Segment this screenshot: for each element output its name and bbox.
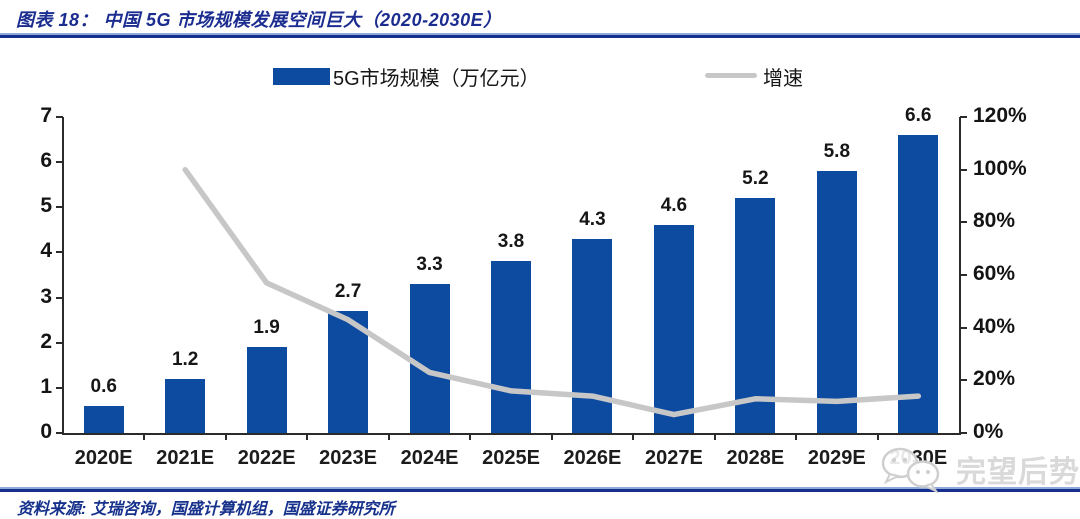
right-axis-tick [960, 274, 967, 276]
right-axis-tick [960, 221, 967, 224]
x-axis-label-2022E: 2022E [237, 447, 296, 469]
x-axis-tick [306, 435, 309, 440]
left-axis-line [62, 117, 64, 434]
bar-value-label: 5.8 [823, 141, 851, 163]
x-axis-label-2020E: 2020E [74, 447, 133, 469]
x-axis-tick [632, 435, 635, 440]
x-axis-tick [224, 435, 227, 440]
bar-2025E [491, 261, 531, 433]
right-axis-tick [960, 168, 967, 171]
bar-value-label: 3.8 [497, 231, 525, 253]
right-axis-tick-label: 100% [973, 156, 1027, 180]
x-axis-tick [143, 435, 146, 440]
x-axis-label-2026E: 2026E [563, 447, 622, 469]
bar-2022E [246, 347, 287, 433]
x-axis-label-2027E: 2027E [644, 447, 703, 469]
bar-value-label: 0.6 [90, 375, 117, 397]
left-axis-tick [56, 386, 63, 389]
figure-title: 图表 18： 中国 5G 市场规模发展空间巨大（2020-2030E） [16, 10, 502, 30]
left-axis-tick-label: 0 [40, 420, 52, 443]
left-axis-tick [56, 161, 63, 164]
left-axis-tick-label: 5 [40, 194, 52, 218]
right-axis-tick-label: 0% [973, 420, 1004, 443]
right-axis-tick [960, 432, 967, 434]
x-axis-label-2028E: 2028E [726, 447, 785, 469]
left-axis-tick [56, 116, 63, 118]
bar-value-label: 4.3 [579, 208, 606, 230]
x-axis-tick [795, 435, 798, 440]
title-divider [0, 33, 1080, 38]
left-axis-tick-label: 6 [40, 149, 52, 173]
wechat-icon [881, 447, 940, 494]
x-axis-tick [469, 435, 472, 440]
x-axis-label-2025E: 2025E [482, 447, 540, 469]
legend-bar-swatch [273, 68, 330, 85]
right-axis-tick [960, 326, 967, 329]
bar-2020E [83, 405, 124, 433]
left-axis-tick [56, 432, 63, 434]
x-axis-label-2023E: 2023E [319, 447, 377, 469]
x-axis-label-2021E: 2021E [156, 447, 215, 469]
left-axis-tick [56, 341, 63, 344]
bar-2021E [165, 378, 206, 433]
left-axis-tick-label: 4 [40, 239, 52, 263]
left-axis-tick-label: 2 [40, 329, 52, 353]
x-axis-label-2024E: 2024E [400, 447, 459, 469]
x-axis-tick [713, 435, 716, 440]
bar-2030E [898, 135, 939, 433]
left-axis-tick [56, 251, 63, 254]
bar-2024E [409, 284, 450, 433]
bar-value-label: 5.2 [742, 168, 769, 190]
left-axis-tick [56, 206, 63, 209]
right-axis-tick-label: 120% [973, 104, 1027, 127]
bar-value-label: 2.7 [334, 281, 362, 303]
x-axis-line [62, 433, 961, 435]
footer-divider [0, 487, 1080, 492]
right-axis-tick-label: 20% [973, 367, 1016, 391]
right-axis-tick-label: 80% [973, 209, 1016, 233]
bar-value-label: 1.9 [253, 317, 280, 339]
bar-value-label: 1.2 [171, 348, 199, 370]
left-axis-tick-label: 7 [40, 104, 52, 127]
left-axis-tick-label: 1 [40, 374, 52, 398]
right-axis-tick-label: 40% [973, 314, 1016, 338]
legend-line-swatch [705, 73, 757, 78]
bar-2027E [653, 225, 694, 433]
legend-bar-label: 5G市场规模（万亿元） [333, 68, 540, 90]
bar-value-label: 4.6 [660, 195, 688, 217]
watermark: 完望后势 [876, 444, 1080, 494]
right-axis-tick [960, 116, 967, 118]
x-axis-tick [876, 435, 879, 440]
left-axis-tick-label: 3 [40, 284, 52, 308]
right-axis-tick [960, 379, 967, 382]
x-axis-label-2029E: 2029E [807, 447, 866, 469]
legend-line-label: 增速 [763, 68, 803, 90]
left-axis-tick [56, 296, 63, 299]
x-axis-tick [550, 435, 553, 440]
bar-2028E [735, 198, 776, 433]
right-axis-tick-label: 60% [973, 262, 1016, 285]
bar-2029E [816, 171, 857, 433]
bar-value-label: 3.3 [416, 254, 443, 276]
watermark-text: 完望后势 [956, 456, 1080, 489]
x-axis-tick [387, 435, 390, 440]
bar-value-label: 6.6 [905, 105, 932, 127]
source-note: 资料来源: 艾瑞咨询，国盛计算机组，国盛证券研究所 [17, 501, 395, 518]
